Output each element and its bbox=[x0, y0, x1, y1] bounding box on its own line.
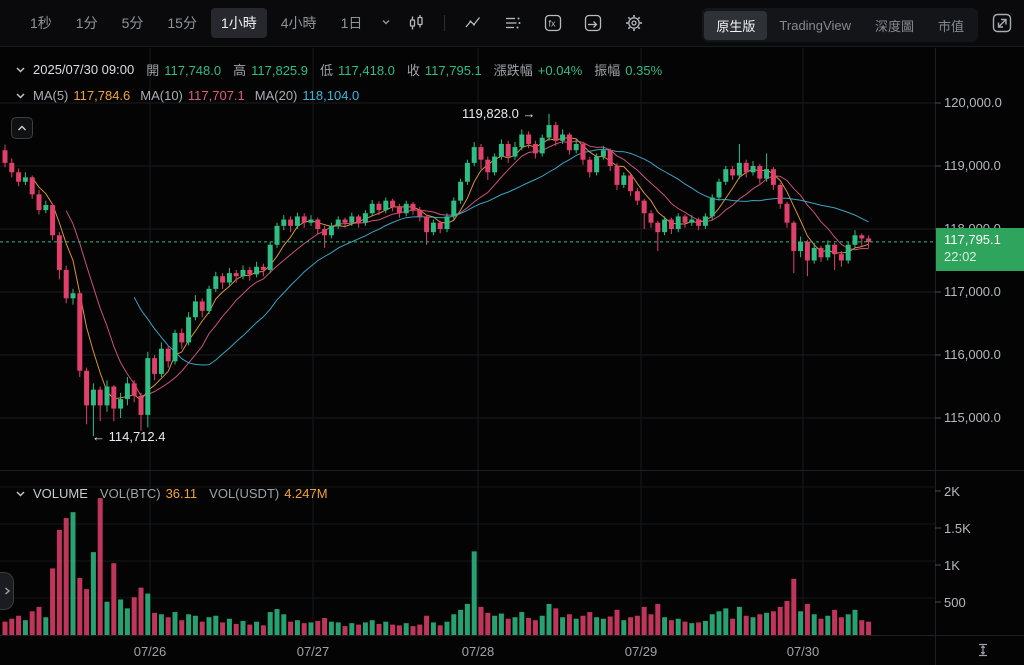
candle-style-icon[interactable] bbox=[403, 10, 429, 36]
settings-gear-icon[interactable] bbox=[620, 9, 648, 37]
ma-value: 118,104.0 bbox=[302, 88, 360, 103]
ma-collapse-caret[interactable] bbox=[14, 89, 33, 102]
ohlc-field-label: 開 bbox=[146, 63, 160, 78]
axis-scale-icon[interactable] bbox=[973, 640, 993, 660]
ohlc-field-value: 0.35% bbox=[625, 63, 663, 78]
last-price-value: 117,795.1 bbox=[944, 232, 1001, 247]
ohlc-field: 低 117,418.0 bbox=[320, 63, 395, 78]
timeframe-button-1小時[interactable]: 1小時 bbox=[210, 8, 267, 38]
ohlc-field-label: 低 bbox=[320, 63, 334, 78]
ohlc-field-label: 振幅 bbox=[594, 63, 621, 78]
chevron-down-icon bbox=[16, 67, 25, 73]
date-axis-label: 07/29 bbox=[624, 644, 658, 659]
ohlc-field: 收 117,795.1 bbox=[407, 63, 482, 78]
view-tab-深度圖[interactable]: 深度圖 bbox=[863, 11, 926, 40]
ohlc-info-row: 2025/07/30 09:00 開 117,748.0 高 117,825.9 低 11… bbox=[14, 60, 674, 79]
ohlc-field-value: 117,825.9 bbox=[251, 63, 308, 78]
ohlc-field-value: 117,418.0 bbox=[338, 63, 395, 78]
price-axis-label: 120,000.0 bbox=[944, 95, 1002, 110]
chevron-down-icon bbox=[16, 93, 25, 99]
price-axis-label: 116,000.0 bbox=[944, 347, 1001, 362]
ma-item: MA(10) 117,707.1 bbox=[140, 88, 245, 103]
svg-text:fx: fx bbox=[549, 19, 557, 29]
price-axis-label: 119,000.0 bbox=[944, 158, 1001, 173]
ma-items: MA(5) 117,784.6 MA(10) 117,707.1 MA(20) 118,1… bbox=[33, 88, 369, 103]
ma-value: 117,784.6 bbox=[73, 88, 131, 103]
chart-toolbar: 1秒 1分 5分 15分 1小時 4小時 1日 bbox=[0, 0, 1024, 47]
ma-label: MA(10) bbox=[140, 88, 183, 103]
volume-title: VOLUME bbox=[33, 486, 88, 501]
ma-item: MA(5) 117,784.6 bbox=[33, 88, 130, 103]
ma-value: 117,707.1 bbox=[187, 88, 245, 103]
ma-info-row: MA(5) 117,784.6 MA(10) 117,707.1 MA(20) 118,1… bbox=[14, 88, 369, 103]
candle-countdown: 22:02 bbox=[944, 249, 977, 264]
volume-fields: VOL(BTC) 36.11 VOL(USDT) 4.247M bbox=[100, 486, 340, 501]
view-tab-原生版[interactable]: 原生版 bbox=[704, 10, 768, 40]
date-axis-label: 07/28 bbox=[461, 644, 495, 659]
ohlc-fields: 開 117,748.0 高 117,825.9 低 117,418.0 收 117,795.1… bbox=[146, 60, 674, 79]
side-panel-expand-handle[interactable] bbox=[0, 572, 14, 610]
date-axis-label: 07/26 bbox=[133, 644, 167, 659]
timeframe-button-15分[interactable]: 15分 bbox=[157, 8, 207, 38]
ohlc-field-label: 高 bbox=[233, 63, 247, 78]
volume-info-row: VOLUME VOL(BTC) 36.11 VOL(USDT) 4.247M bbox=[14, 486, 340, 501]
volume-axis-label: 1.5K bbox=[944, 521, 971, 536]
view-tab-市值[interactable]: 市值 bbox=[926, 11, 976, 40]
view-tab-TradingView[interactable]: TradingView bbox=[767, 13, 863, 38]
timeframe-button-5分[interactable]: 5分 bbox=[112, 8, 154, 38]
volume-collapse-caret[interactable] bbox=[14, 487, 33, 500]
timeframe-button-1秒[interactable]: 1秒 bbox=[20, 8, 62, 38]
ohlc-collapse-caret[interactable] bbox=[14, 63, 33, 76]
ohlc-field-value: 117,748.0 bbox=[164, 63, 222, 78]
price-axis-label: 117,000.0 bbox=[944, 284, 1001, 299]
volume-field: VOL(USDT) 4.247M bbox=[209, 486, 327, 501]
timeframe-button-1日[interactable]: 1日 bbox=[331, 8, 373, 38]
volume-field-label: VOL(USDT) bbox=[209, 486, 280, 501]
ma-label: MA(20) bbox=[254, 88, 298, 103]
collapse-panel-button[interactable] bbox=[11, 117, 33, 139]
ohlc-field: 振幅 0.35% bbox=[594, 63, 662, 78]
timeframe-button-4小時[interactable]: 4小時 bbox=[271, 8, 327, 38]
last-price-badge: 117,795.1 22:02 bbox=[936, 228, 1024, 271]
highest-price-annotation: 119,828.0 → bbox=[462, 105, 536, 121]
share-export-icon[interactable] bbox=[580, 10, 606, 36]
ohlc-field-value: 117,795.1 bbox=[424, 63, 482, 78]
ma-label: MA(5) bbox=[33, 88, 69, 103]
ohlc-field-label: 收 bbox=[406, 63, 420, 78]
chevron-right-icon bbox=[4, 587, 10, 595]
view-mode-tabs: 原生版 TradingView 深度圖 市值 bbox=[702, 8, 978, 42]
ohlc-field: 漲跌幅 +0.04% bbox=[494, 63, 582, 78]
price-axis-label: 115,000.0 bbox=[944, 410, 1001, 425]
volume-field-value: 36.11 bbox=[165, 486, 198, 501]
chevron-down-icon bbox=[382, 19, 390, 24]
ohlc-field-label: 漲跌幅 bbox=[493, 63, 533, 78]
volume-field-label: VOL(BTC) bbox=[99, 486, 161, 501]
volume-axis-label: 2K bbox=[944, 484, 960, 499]
timeframe-button-1分[interactable]: 1分 bbox=[66, 8, 108, 38]
ma-item: MA(20) 118,104.0 bbox=[255, 88, 360, 103]
volume-field: VOL(BTC) 36.11 bbox=[100, 486, 197, 501]
formula-fx-icon[interactable]: fx bbox=[540, 10, 566, 36]
volume-axis-label: 1K bbox=[944, 558, 960, 573]
ohlc-field-value: +0.04% bbox=[537, 63, 583, 78]
candle-datetime: 2025/07/30 09:00 bbox=[33, 62, 135, 77]
date-axis-label: 07/30 bbox=[786, 644, 820, 659]
volume-axis-label: 500 bbox=[944, 595, 966, 610]
date-axis-label: 07/27 bbox=[296, 644, 330, 659]
fullscreen-icon[interactable] bbox=[990, 11, 1014, 35]
indicators-icon[interactable] bbox=[460, 10, 486, 36]
volume-field-value: 4.247M bbox=[284, 486, 328, 501]
display-settings-icon[interactable] bbox=[500, 10, 526, 36]
lowest-price-annotation: ← 114,712.4 bbox=[92, 429, 166, 445]
toolbar-divider bbox=[444, 15, 446, 31]
ohlc-field: 高 117,825.9 bbox=[233, 63, 308, 78]
chevron-down-icon bbox=[16, 491, 25, 497]
timeframe-dropdown-button[interactable] bbox=[376, 14, 396, 33]
timeframe-group: 1秒 1分 5分 15分 1小時 4小時 1日 bbox=[18, 8, 374, 38]
ohlc-field: 開 117,748.0 bbox=[146, 63, 221, 78]
chevron-up-icon bbox=[17, 125, 27, 131]
